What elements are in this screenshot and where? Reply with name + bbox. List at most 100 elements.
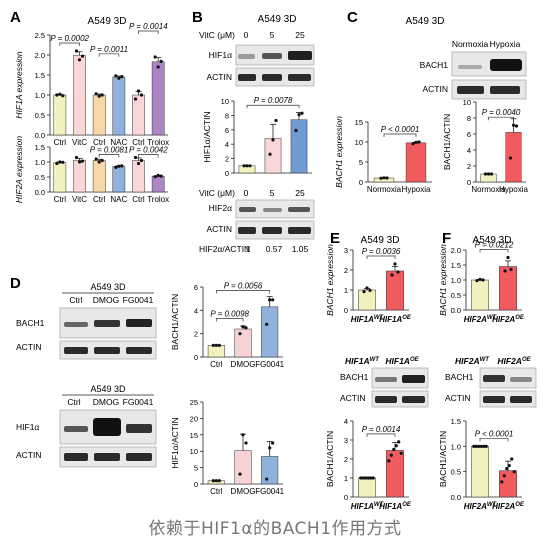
- x-tick-label: DMOG: [231, 487, 256, 496]
- data-point: [478, 277, 482, 281]
- blot-lane-f-oe: HIF2AOE: [497, 356, 531, 366]
- data-point: [245, 164, 249, 168]
- data-point: [80, 54, 85, 58]
- y-tick-label: 3: [344, 246, 348, 255]
- y-tick-label: 2.0: [451, 246, 461, 255]
- p-value-label: P = 0.0212: [475, 241, 514, 250]
- x-tick-label: Ctrl: [210, 487, 223, 496]
- y-tick-label: 0: [194, 480, 198, 489]
- lane-name: HIF2A: [492, 502, 515, 511]
- data-point: [368, 288, 372, 292]
- significance-bracket: [479, 249, 509, 253]
- p-value-label: P < 0.0001: [475, 429, 514, 438]
- data-point: [211, 479, 215, 483]
- data-point: [489, 172, 494, 176]
- p-value-label: P = 0.0014: [362, 425, 401, 434]
- data-point: [97, 160, 101, 164]
- lane-sup: OE: [515, 502, 525, 508]
- data-point: [217, 343, 221, 347]
- data-point: [94, 92, 98, 96]
- data-point: [503, 269, 507, 273]
- significance-bracket: [488, 116, 514, 121]
- data-point: [483, 172, 488, 176]
- data-point: [156, 173, 160, 178]
- y-tick-label: 2: [467, 162, 471, 171]
- x-tick-label: HIF2AWT: [464, 502, 498, 511]
- data-point: [511, 123, 516, 127]
- chart-hif2a-expression: 0.0 0.5 1.0 1.5 HIF2A expression Ctrl VitC Ctrl…: [14, 136, 169, 204]
- blot-label-bach1: BACH1: [420, 60, 449, 70]
- data-point: [389, 453, 393, 457]
- data-point: [479, 444, 483, 448]
- ratio-2: 0.57: [266, 244, 283, 254]
- y-tick-label: 0.5: [451, 291, 461, 300]
- lane-name: HIF1A: [351, 315, 374, 324]
- lane-sup: WT: [487, 315, 498, 321]
- data-point: [265, 477, 269, 481]
- bar: [261, 456, 279, 485]
- y-axis-label: BACH1 expression: [334, 116, 344, 188]
- data-point: [397, 440, 401, 444]
- bar: [112, 76, 126, 136]
- dose-25: 25: [295, 30, 305, 40]
- lane-name: HIF2A: [464, 502, 487, 511]
- data-point: [300, 111, 304, 115]
- dose-5: 5: [270, 30, 275, 40]
- lane-sup: OE: [522, 357, 532, 363]
- x-tick-label: Normoxia: [367, 185, 402, 194]
- ratio-label: HIF2α/ACTIN: [199, 244, 250, 254]
- lane-name: HIF2A: [455, 356, 480, 366]
- y-tick-label: 1.5: [451, 417, 461, 426]
- data-point: [159, 174, 163, 178]
- y-axis-label: HIF1A expression: [14, 51, 24, 119]
- data-point: [379, 176, 383, 180]
- y-tick-label: 2.0: [35, 51, 45, 60]
- y-tick-label: 8: [225, 111, 229, 120]
- significance-bracket: [383, 133, 417, 137]
- data-point: [58, 160, 62, 164]
- bar: [73, 159, 86, 193]
- lane-sup: WT: [487, 502, 498, 508]
- y-tick-label: 2: [225, 155, 229, 164]
- panel-letter-f: F: [442, 230, 451, 247]
- chart-hif1a-actin-dmog: 0 5 10 15 20 25 HIF1α/ACTIN Ctrl DMOG FG0041: [170, 398, 285, 496]
- data-point: [512, 470, 516, 474]
- data-point: [508, 156, 513, 160]
- data-point: [77, 160, 82, 164]
- data-point: [74, 49, 79, 53]
- y-tick-label: 10: [463, 98, 471, 107]
- blot-label-actin: ACTIN: [340, 393, 366, 403]
- y-tick-label: 4: [467, 146, 471, 155]
- y-tick-label: 4: [194, 306, 198, 315]
- figure-caption: 依赖于HIF1α的BACH1作用方式: [148, 519, 402, 539]
- bar: [386, 450, 404, 498]
- data-point: [153, 55, 157, 59]
- bar: [132, 94, 145, 136]
- blot-e: HIF1AWT HIF1AOE BACH1 ACTIN: [340, 356, 429, 408]
- blot-label-actin: ACTIN: [445, 393, 471, 403]
- y-tick-label: 0: [344, 493, 348, 502]
- p-value-label: P = 0.0040: [482, 108, 521, 117]
- y-tick-label: 0: [344, 306, 348, 315]
- data-point: [502, 474, 506, 478]
- x-tick-label: NAC: [110, 195, 127, 204]
- y-axis-label: BACH1/ACTIN: [438, 431, 448, 487]
- y-axis-label: HIF1α/ACTIN: [202, 111, 212, 162]
- data-point: [139, 93, 144, 97]
- data-point: [271, 138, 275, 142]
- data-point: [274, 118, 278, 123]
- y-tick-label: 6: [194, 283, 198, 292]
- y-tick-label: 15: [190, 431, 198, 440]
- lane-sup: WT: [480, 357, 491, 363]
- y-tick-label: 0.5: [35, 173, 45, 182]
- x-tick-label: HIF1AOE: [379, 315, 412, 324]
- data-point: [58, 92, 62, 96]
- x-tick-label: HIF2AOE: [492, 502, 525, 511]
- data-point: [474, 444, 478, 448]
- data-point: [486, 172, 491, 176]
- y-axis-label: BACH1/ACTIN: [170, 294, 180, 350]
- y-tick-label: 1.5: [451, 261, 461, 270]
- lane-sup: WT: [374, 315, 385, 321]
- panel-title-b: A549 3D: [258, 14, 297, 25]
- bar: [358, 477, 376, 498]
